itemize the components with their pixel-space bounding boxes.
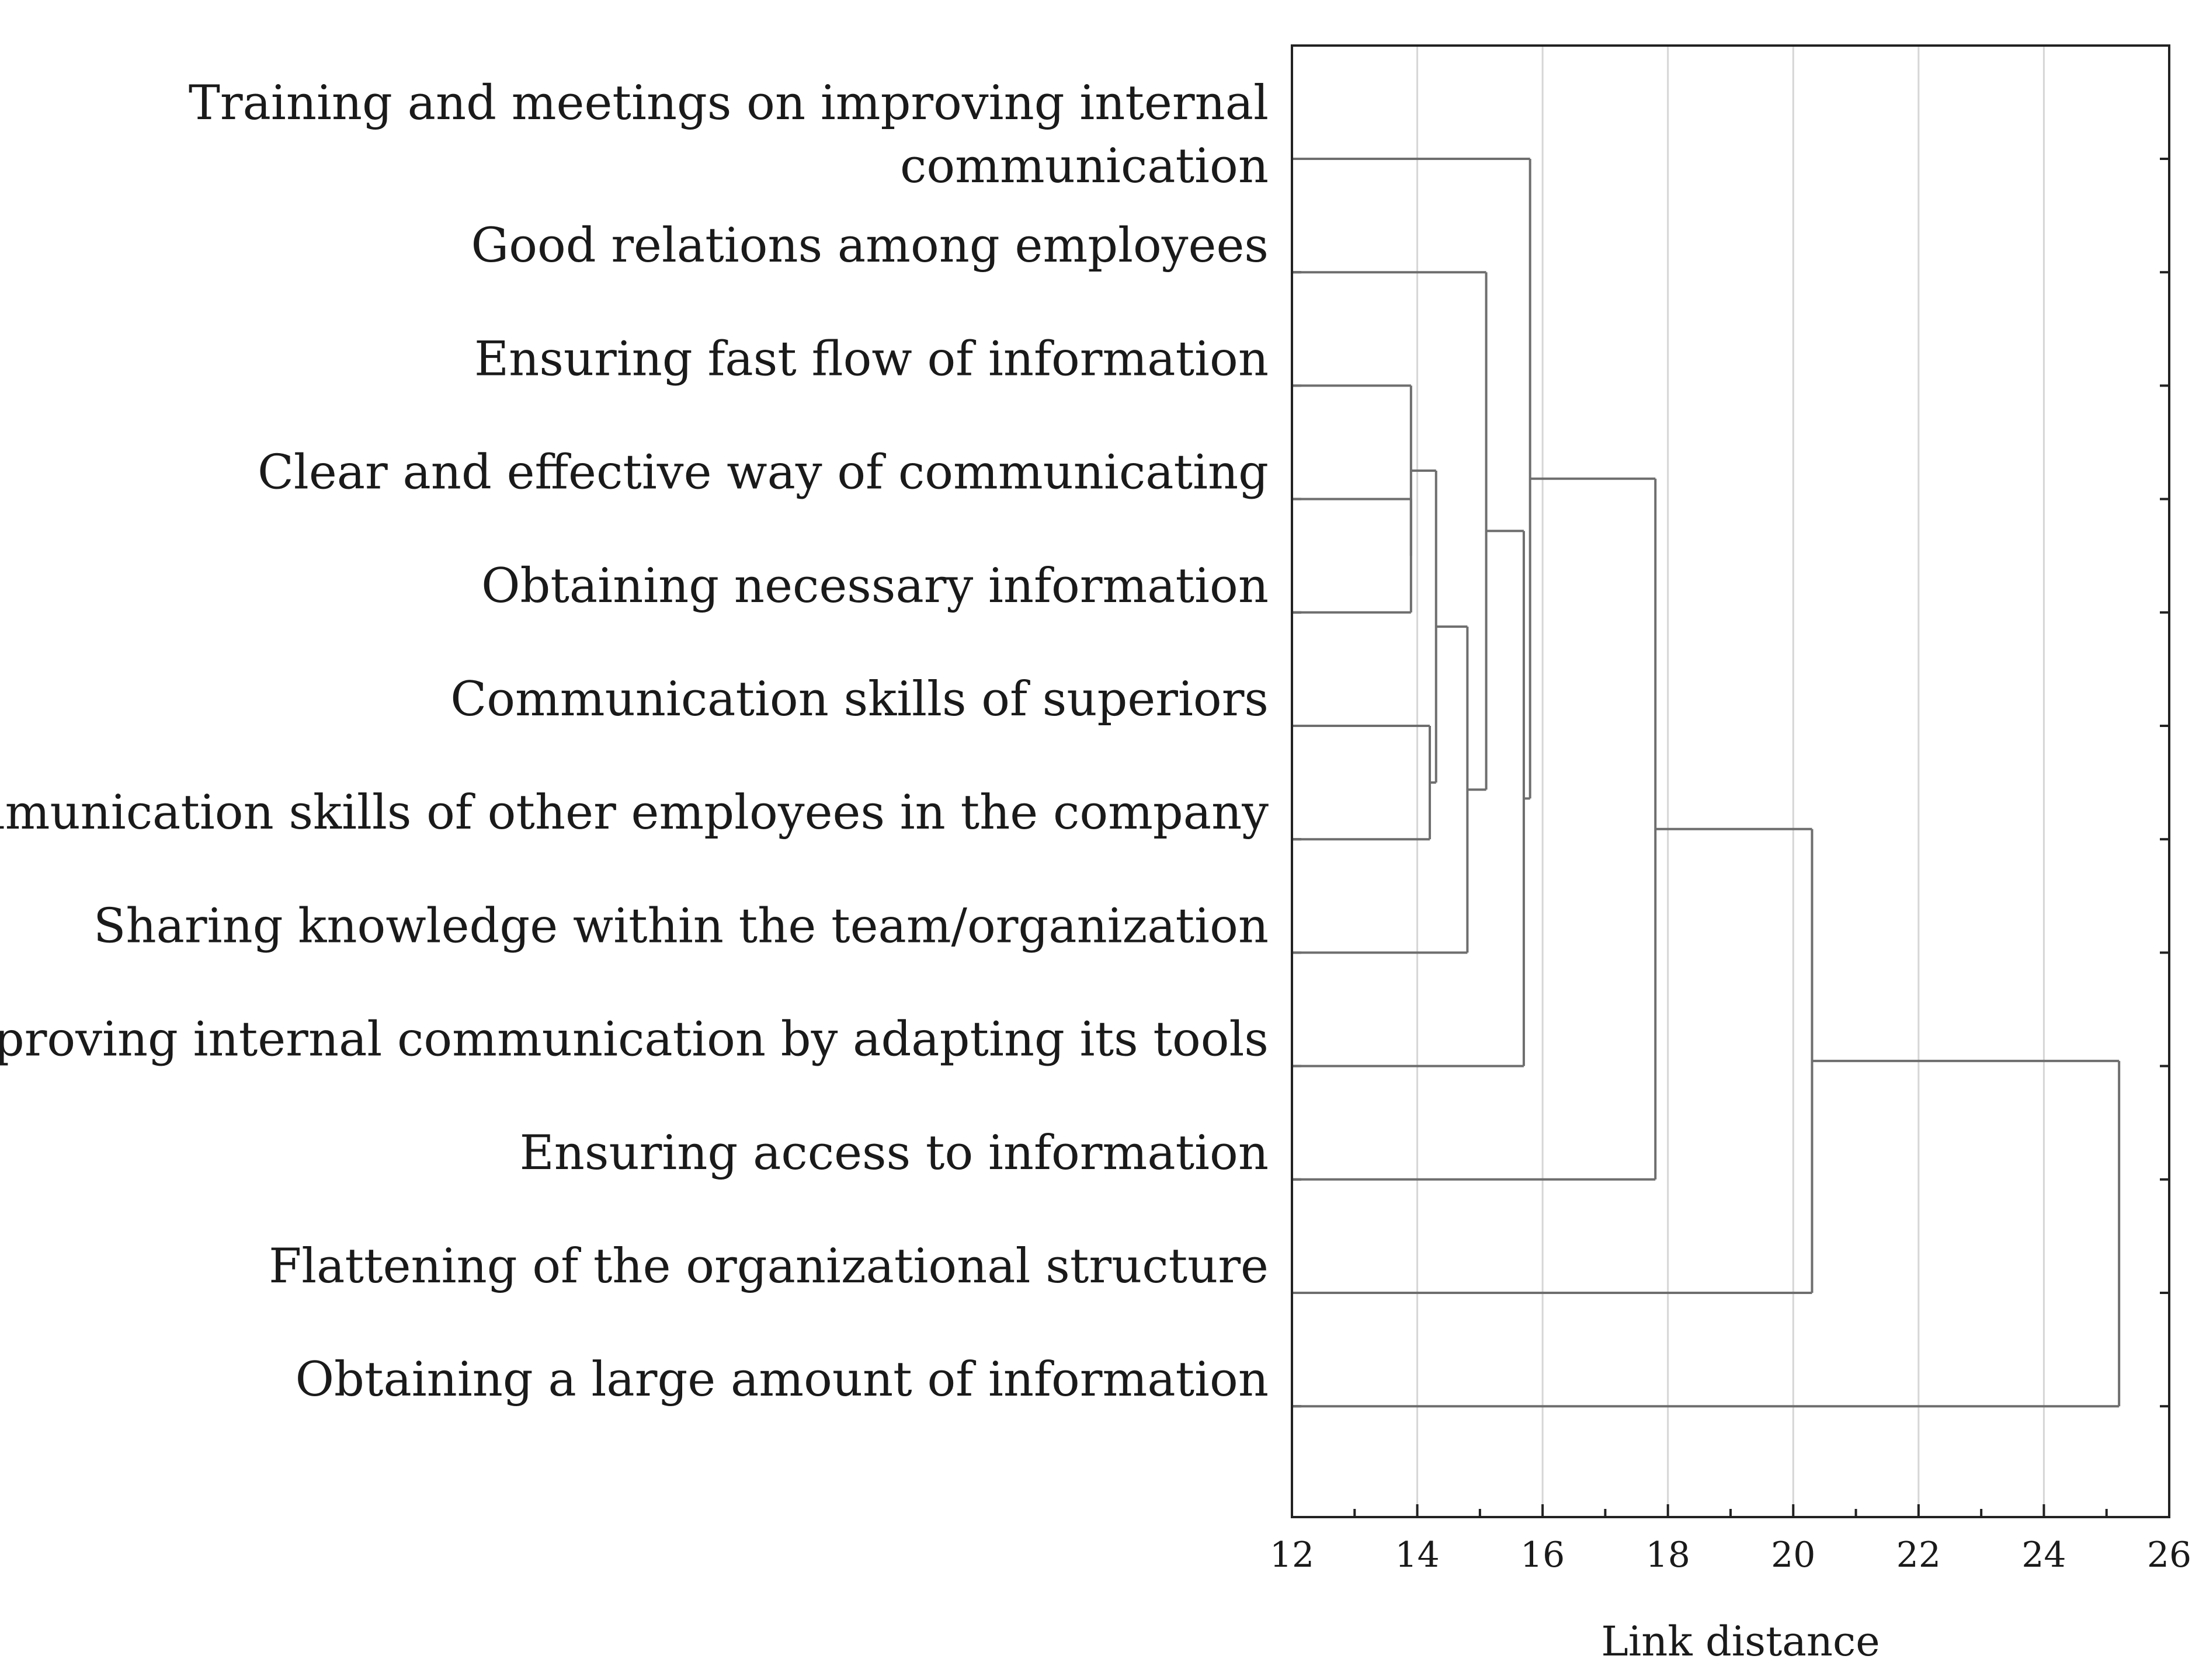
leaf-label-L3: Ensuring fast flow of information xyxy=(474,332,1269,387)
grid-lines xyxy=(1416,46,2045,1517)
leaf-label-L2: Good relations among employees xyxy=(471,218,1269,273)
leaf-labels: Training and meetings on improving inter… xyxy=(0,76,1269,1407)
x-tick-label-22: 22 xyxy=(1896,1535,1941,1575)
x-tick-label-24: 24 xyxy=(2021,1535,2066,1575)
x-tick-label-14: 14 xyxy=(1395,1535,1439,1575)
leaf-label-L1-line-1: Training and meetings on improving inter… xyxy=(189,76,1269,131)
leaf-label-L4: Clear and effective way of communicating xyxy=(258,446,1269,500)
leaf-label-L5: Obtaining necessary information xyxy=(481,559,1269,614)
x-tick-label-20: 20 xyxy=(1771,1535,1815,1575)
leaf-label-L7: Communication skills of other employees … xyxy=(0,785,1269,840)
leaf-label-L11: Flattening of the organizational structu… xyxy=(269,1239,1269,1294)
plot-frame xyxy=(1291,44,2170,1518)
x-tick-labels: 12 14 16 18 20 22 24 26 xyxy=(1270,1535,2191,1575)
leaf-label-L8: Sharing knowledge within the team/organi… xyxy=(93,899,1269,954)
x-tick-label-12: 12 xyxy=(1270,1535,1314,1575)
x-tick-label-26: 26 xyxy=(2147,1535,2191,1575)
axis-ticks xyxy=(1291,158,2170,1517)
leaf-label-L10: Ensuring access to information xyxy=(520,1126,1269,1181)
x-tick-label-16: 16 xyxy=(1520,1535,1565,1575)
leaf-label-L9: Improving internal communication by adap… xyxy=(0,1013,1269,1067)
x-tick-label-18: 18 xyxy=(1646,1535,1690,1575)
dendrogram-links xyxy=(1292,158,2121,1408)
leaf-label-L6: Communication skills of superiors xyxy=(450,672,1269,727)
x-axis-title: Link distance xyxy=(1601,1618,1880,1665)
leaf-label-L1-line-2: communication xyxy=(900,139,1269,194)
leaf-label-L12: Obtaining a large amount of information xyxy=(296,1352,1269,1407)
